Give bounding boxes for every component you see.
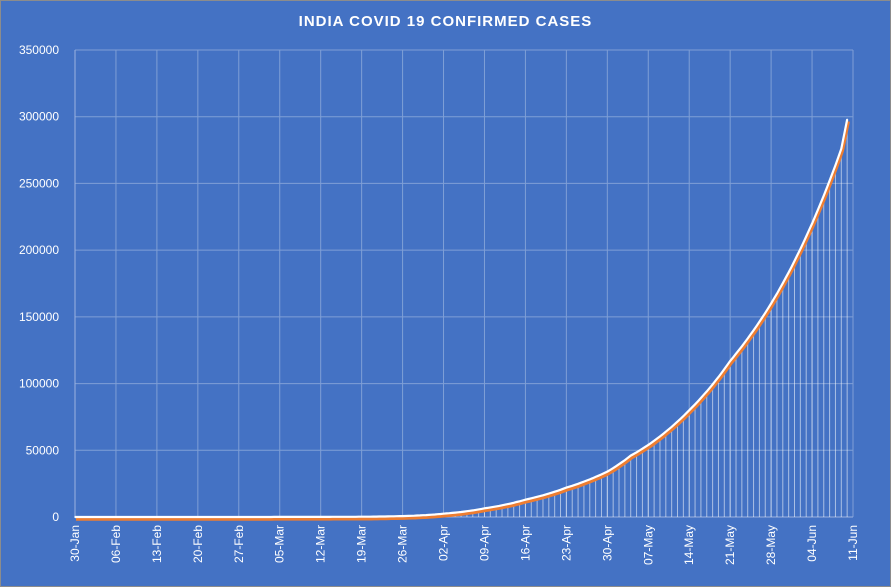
y-tick-label: 0 <box>52 510 59 524</box>
x-tick-label: 11-Jun <box>846 525 860 561</box>
x-tick-label: 23-Apr <box>559 525 573 561</box>
x-tick-label: 04-Jun <box>805 525 819 562</box>
y-axis: 0 50000 100000 150000 200000 250000 300000 3500… <box>19 43 59 524</box>
x-tick-label: 21-May <box>723 525 737 565</box>
x-tick-label: 12-Mar <box>314 525 328 563</box>
y-tick-label: 350000 <box>19 43 59 57</box>
data-point <box>565 486 568 489</box>
x-axis: 30-Jan 06-Feb 13-Feb 20-Feb 27-Feb 05-Mar 12-M… <box>68 525 860 565</box>
y-tick-label: 250000 <box>19 176 59 190</box>
data-point <box>811 222 813 225</box>
data-point <box>401 515 404 517</box>
line-layer <box>74 118 850 521</box>
data-point <box>524 498 527 501</box>
x-tick-label: 30-Jan <box>68 525 82 562</box>
x-tick-label: 06-Feb <box>109 525 123 563</box>
x-tick-label: 27-Feb <box>232 525 246 563</box>
data-point <box>606 470 609 473</box>
data-point <box>629 454 632 457</box>
area-layer <box>378 119 848 517</box>
x-tick-label: 26-Mar <box>396 525 410 563</box>
x-tick-label: 28-May <box>764 525 778 565</box>
y-tick-label: 100000 <box>19 377 59 391</box>
x-tick-label: 13-Feb <box>150 525 164 563</box>
data-point <box>840 147 843 150</box>
y-tick-label: 300000 <box>19 110 59 124</box>
data-point <box>647 444 650 446</box>
data-point <box>442 512 445 515</box>
data-point <box>846 118 848 121</box>
x-tick-label: 20-Feb <box>191 525 205 563</box>
x-tick-label: 16-Apr <box>518 525 532 561</box>
x-tick-label: 09-Apr <box>477 525 491 561</box>
x-tick-label: 19-Mar <box>355 525 369 563</box>
y-tick-label: 150000 <box>19 310 59 324</box>
data-point <box>688 409 691 412</box>
data-point <box>360 515 363 518</box>
y-tick-label: 50000 <box>26 443 60 457</box>
x-tick-label: 05-Mar <box>273 525 287 563</box>
x-tick-label: 30-Apr <box>600 525 614 561</box>
series-line-shadow <box>76 121 850 521</box>
data-point <box>483 507 486 510</box>
series-line <box>75 119 849 519</box>
data-point <box>74 516 76 518</box>
x-tick-label: 02-Apr <box>437 525 451 561</box>
x-tick-label: 07-May <box>641 525 655 565</box>
x-tick-label: 14-May <box>682 525 696 565</box>
data-point <box>770 302 772 305</box>
chart-title: INDIA COVID 19 CONFIRMED CASES <box>298 13 593 30</box>
y-tick-label: 200000 <box>19 243 59 257</box>
data-point <box>729 360 731 362</box>
